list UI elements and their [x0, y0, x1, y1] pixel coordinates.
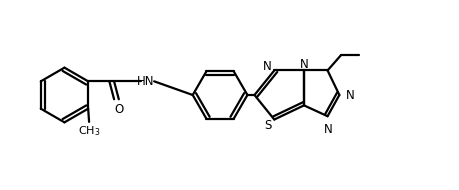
Text: O: O	[114, 103, 123, 116]
Text: N: N	[324, 123, 333, 136]
Text: CH$_3$: CH$_3$	[78, 124, 101, 138]
Text: N: N	[263, 60, 272, 73]
Text: N: N	[346, 89, 354, 101]
Text: S: S	[264, 119, 271, 132]
Text: N: N	[300, 58, 309, 71]
Text: HN: HN	[137, 75, 154, 88]
